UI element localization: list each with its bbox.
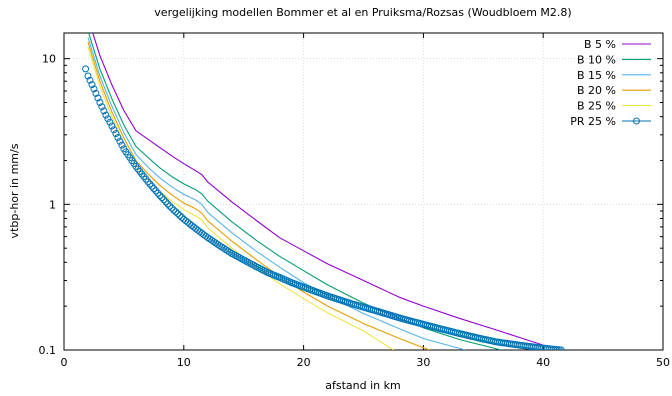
series-6-point: [102, 111, 110, 119]
x-tick-label: 30: [416, 356, 430, 369]
series-6-point: [98, 103, 106, 111]
series-6-point: [94, 94, 102, 102]
legend-label: PR 25 %: [570, 115, 616, 128]
series-6-point: [164, 200, 172, 208]
series-6-point: [553, 346, 561, 350]
legend-label: B 25 %: [577, 100, 616, 113]
series-6-point: [166, 202, 174, 210]
series-6-point: [557, 346, 565, 350]
series-6-point: [114, 134, 122, 141]
legend: B 5 % B 10 % B 15 % B 20 % B 25 % PR 25 %: [570, 38, 651, 128]
legend-marker: [633, 117, 640, 125]
y-axis-title: vtbp-hor in mm/s: [8, 143, 21, 238]
x-tick-label: 50: [656, 356, 670, 369]
series-5-line: [87, 46, 394, 350]
series-6-point: [88, 81, 96, 89]
legend-label: B 20 %: [577, 84, 616, 97]
x-tick-label: 0: [61, 356, 68, 369]
chart-title: vergelijking modellen Bommer et al en Pr…: [154, 6, 571, 19]
series-6-point: [150, 185, 158, 193]
series-6-point: [116, 137, 124, 145]
series-6-point: [152, 187, 160, 195]
series-6-point: [555, 346, 563, 350]
plot-frame: [63, 32, 664, 351]
series-1-line: [92, 33, 544, 346]
x-axis-title: afstand in km: [325, 379, 400, 392]
series-6-point: [160, 196, 168, 204]
x-tick-label: 10: [177, 356, 191, 369]
series-6-point: [84, 72, 92, 80]
legend-label: B 15 %: [577, 69, 616, 82]
series-6-point: [112, 130, 120, 138]
series-6-point: [172, 208, 180, 216]
series-6-point: [106, 118, 114, 126]
legend-label: B 10 %: [577, 53, 616, 66]
series-6-point: [176, 212, 184, 220]
series-6-point: [86, 76, 94, 84]
series-6-point: [92, 89, 100, 97]
y-tick-label: 10: [42, 53, 56, 66]
series-2-line: [88, 33, 502, 350]
series-6-point: [170, 206, 178, 214]
legend-label: B 5 %: [584, 38, 616, 51]
series-6-point: [162, 198, 170, 206]
series-6-point: [118, 141, 126, 149]
series-6-point: [96, 99, 104, 106]
series-6-point: [174, 210, 182, 218]
series-6-point: [110, 126, 118, 134]
series-6-point: [146, 180, 154, 188]
y-tick-label: 1: [49, 198, 56, 211]
series-6-point: [144, 178, 152, 186]
series-6-point: [90, 85, 98, 93]
series-3-line: [87, 37, 466, 350]
series-6-point: [100, 107, 108, 115]
series-6-point: [158, 194, 166, 202]
series-clip-group: [82, 33, 565, 350]
series-6-point: [168, 204, 176, 212]
x-tick-label: 20: [297, 356, 311, 369]
y-tick-label: 0.1: [39, 344, 57, 357]
x-tick-label: 40: [536, 356, 550, 369]
series-6-point: [108, 122, 116, 130]
series-6-point: [226, 248, 234, 256]
series-6-point: [104, 115, 112, 123]
axis-ticks: 0 10 20 30 40 50 0.1 1 10: [39, 33, 670, 369]
series-4-line: [87, 41, 430, 350]
series-layer: [82, 33, 565, 350]
series-6-point: [178, 213, 186, 221]
series-6-point: [154, 189, 162, 197]
series-6-point: [148, 182, 156, 190]
series-6-point: [82, 65, 90, 73]
series-6-point: [156, 192, 164, 199]
